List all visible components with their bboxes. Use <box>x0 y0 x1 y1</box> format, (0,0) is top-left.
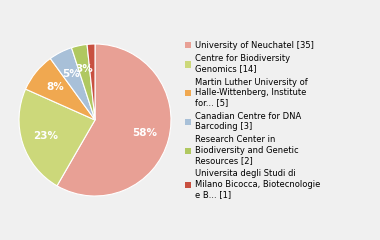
Text: 58%: 58% <box>132 128 157 138</box>
Wedge shape <box>71 44 95 120</box>
Wedge shape <box>50 48 95 120</box>
Text: 3%: 3% <box>75 65 93 74</box>
Text: 8%: 8% <box>46 83 64 92</box>
Text: 23%: 23% <box>33 131 59 141</box>
Wedge shape <box>25 59 95 120</box>
Text: 5%: 5% <box>63 69 81 79</box>
Wedge shape <box>57 44 171 196</box>
Legend: University of Neuchatel [35], Centre for Biodiversity
Genomics [14], Martin Luth: University of Neuchatel [35], Centre for… <box>185 41 320 199</box>
Wedge shape <box>87 44 95 120</box>
Wedge shape <box>19 89 95 186</box>
